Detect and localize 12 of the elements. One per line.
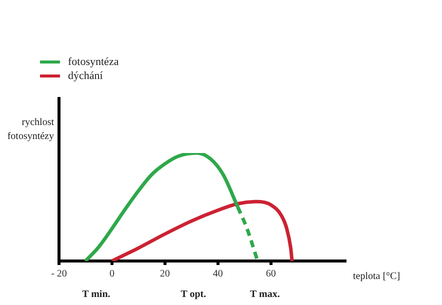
text: T min. [82, 289, 111, 300]
x-tick-label: 60 [266, 268, 276, 280]
x-tick-label: - 20 [51, 268, 67, 280]
legend-label: dýchání [68, 70, 103, 82]
x-tick-label: 20 [160, 268, 170, 280]
text: T opt. [180, 289, 207, 300]
x-tick-label: 40 [212, 268, 223, 280]
x-tick-label: 0 [109, 268, 114, 280]
legend-label: fotosyntéza [68, 56, 119, 68]
text: T max. [250, 289, 280, 300]
y-axis-title: rychlost fotosyntézy [7, 117, 54, 142]
x-axis-title: teplota [°C] [353, 271, 400, 282]
